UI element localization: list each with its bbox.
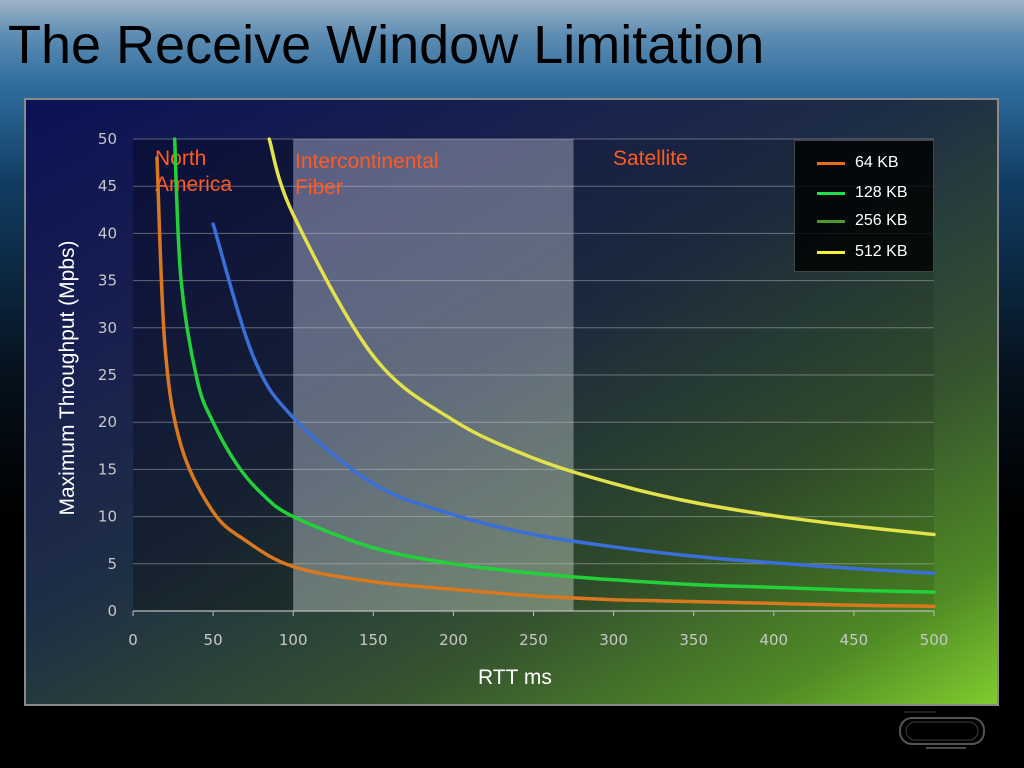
x-tick-label: 500 <box>920 631 949 649</box>
region-label: Satellite <box>613 147 688 170</box>
legend-swatch <box>817 161 845 165</box>
x-tick-label: 350 <box>679 631 708 649</box>
x-tick-label: 200 <box>439 631 468 649</box>
x-tick-label: 400 <box>759 631 788 649</box>
y-tick-label: 25 <box>98 366 117 384</box>
series-line-512kb <box>267 137 936 537</box>
legend-item: 128 KB <box>817 183 907 203</box>
x-tick-label: 300 <box>599 631 628 649</box>
y-tick-label: 35 <box>98 272 117 290</box>
legend-label: 256 KB <box>855 212 908 229</box>
legend-item: 256 KB <box>817 211 907 231</box>
y-tick-label: 0 <box>107 602 117 620</box>
region-label: America <box>155 173 232 196</box>
legend-label: 128 KB <box>855 184 908 201</box>
series-line-128kb <box>172 137 936 594</box>
techready-logo-icon <box>899 711 985 749</box>
y-axis-label: Maximum Throughput (Mpbs) <box>56 240 79 516</box>
region-label: North <box>155 147 206 170</box>
x-tick-label: 450 <box>840 631 869 649</box>
x-axis-label: RTT ms <box>478 666 552 689</box>
y-tick-label: 40 <box>98 224 117 242</box>
series-line-64kb <box>155 156 936 609</box>
y-tick-label: 15 <box>98 460 117 478</box>
x-tick-label: 250 <box>519 631 548 649</box>
x-tick-label: 0 <box>128 631 138 649</box>
legend-label: 64 KB <box>855 154 899 171</box>
legend-swatch <box>817 191 845 195</box>
chart-legend: 64 KB 128 KB 256 KB 512 KB <box>794 140 934 272</box>
x-tick-label: 150 <box>359 631 388 649</box>
slide-title: The Receive Window Limitation <box>8 15 765 75</box>
y-tick-label: 10 <box>98 508 117 526</box>
y-tick-label: 5 <box>107 555 117 573</box>
legend-swatch <box>817 219 845 223</box>
legend-swatch <box>817 250 845 254</box>
legend-item: 64 KB <box>817 153 899 173</box>
y-tick-label: 45 <box>98 177 117 195</box>
legend-item: 512 KB <box>817 242 907 262</box>
region-label: Fiber <box>295 176 343 199</box>
y-tick-label: 30 <box>98 319 117 337</box>
x-tick-label: 100 <box>279 631 308 649</box>
y-tick-label: 50 <box>98 130 117 148</box>
x-tick-label: 50 <box>204 631 223 649</box>
series-line-256kb <box>211 222 936 575</box>
region-label: Intercontinental <box>295 150 439 173</box>
legend-label: 512 KB <box>855 243 908 260</box>
y-tick-label: 20 <box>98 413 117 431</box>
